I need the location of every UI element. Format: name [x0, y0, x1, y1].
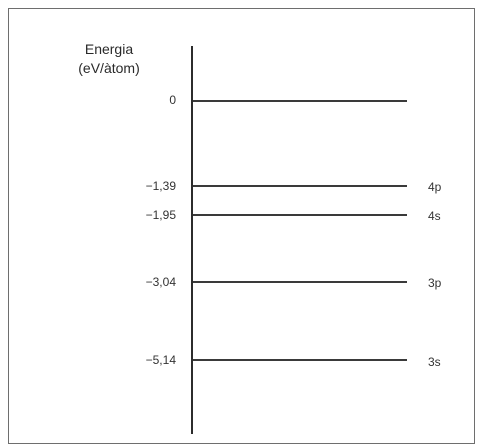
energy-tick-label: −1,39: [145, 179, 176, 193]
energy-axis-title: Energia (eV/àtom): [44, 40, 174, 78]
axis-title-line-2: (eV/àtom): [78, 60, 140, 76]
orbital-label-4s: 4s: [428, 209, 441, 223]
orbital-label-3p: 3p: [428, 276, 442, 290]
energy-tick-label: −5,14: [145, 353, 176, 367]
energy-level-line-0: [193, 100, 407, 102]
energy-level-line-3s: [193, 359, 407, 361]
energy-axis-line: [191, 46, 193, 434]
orbital-label-3s: 3s: [428, 355, 441, 369]
energy-tick-label: −1,95: [145, 208, 176, 222]
diagram-frame: [8, 8, 475, 444]
energy-level-line-4s: [193, 214, 407, 216]
axis-title-line-1: Energia: [84, 41, 134, 57]
energy-level-line-4p: [193, 185, 407, 187]
energy-tick-label: −3,04: [145, 275, 176, 289]
energy-level-line-3p: [193, 281, 407, 283]
energy-tick-label: 0: [169, 93, 176, 107]
orbital-label-4p: 4p: [428, 180, 442, 194]
